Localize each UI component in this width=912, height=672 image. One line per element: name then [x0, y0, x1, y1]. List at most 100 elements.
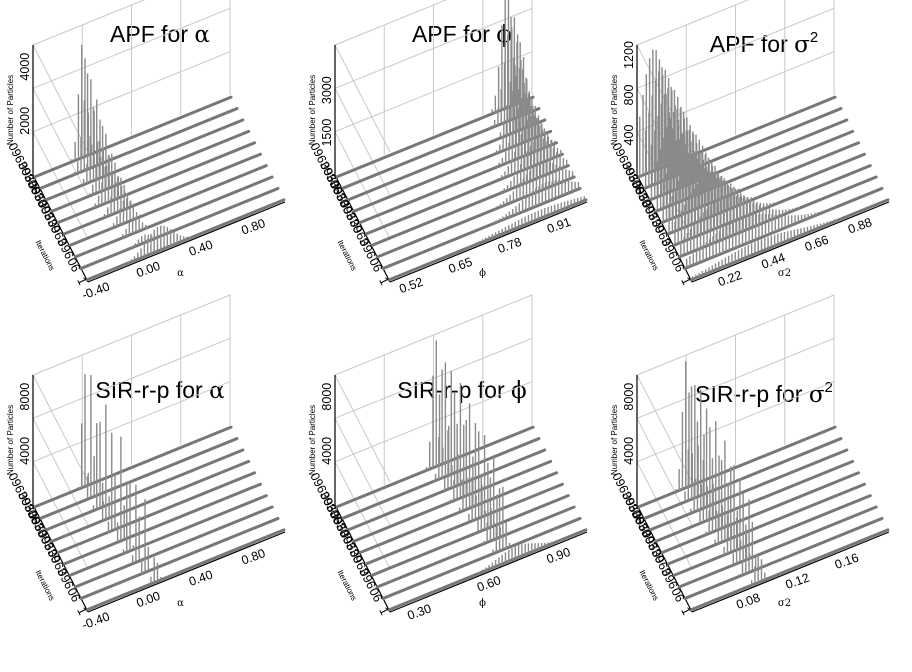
value-axis [87, 201, 286, 283]
slice-baseline [340, 437, 541, 521]
slice-4 [67, 164, 268, 248]
value-axis [691, 201, 890, 283]
panel-title-prefix: SIR-r-p for [695, 381, 809, 407]
panel-title: APF for α [110, 21, 210, 48]
slice-baseline [85, 528, 286, 612]
slice-9 [38, 375, 239, 521]
slice-3 [73, 175, 274, 259]
side-wall-gridline [32, 374, 89, 483]
iterations-axis [334, 504, 391, 613]
z-tick-label: 3000 [320, 76, 334, 104]
slice-baseline [73, 505, 274, 589]
slice-baseline [44, 448, 245, 532]
panel-title: APF for σ2 [710, 29, 818, 58]
slice-baseline [671, 164, 872, 248]
slice-baseline [334, 425, 535, 509]
slice-3 [677, 479, 878, 589]
value-axis [389, 531, 588, 613]
x-axis-label: α [177, 598, 184, 609]
y-tick-label: 06 [366, 586, 385, 605]
slice-baseline [358, 141, 559, 225]
side-wall-gridline [32, 88, 89, 196]
iterations-axis [636, 504, 693, 613]
slice-1 [689, 198, 890, 282]
back-wall-gridline [334, 51, 533, 133]
chart-panel: SIR-r-p for ϕ0.300.600.90ϕ10609609630963… [307, 294, 588, 623]
panel-title-prefix: APF for [110, 21, 194, 47]
iterations-axis [334, 174, 391, 283]
slice-baseline [665, 482, 866, 566]
y-tick-label: 09630306 [5, 470, 43, 526]
value-axis [389, 201, 588, 283]
iterations-axis [32, 504, 89, 613]
y-tick-label: 09630306 [5, 140, 43, 196]
chart-panel: SIR-r-p for σ20.080.120.16σ2106096096309… [609, 294, 890, 617]
slice-baseline [32, 95, 233, 179]
slice-baseline [61, 152, 262, 236]
slice-9 [38, 73, 239, 191]
y-tick-label: 09630306 [609, 470, 647, 526]
z-tick-label: 8000 [622, 383, 636, 411]
z-tick-label: 4000 [18, 437, 32, 465]
side-wall-gridline [32, 44, 89, 153]
slice-baseline [671, 494, 872, 578]
y-tick-label: 1 [376, 275, 392, 288]
slice-baseline [636, 425, 837, 509]
panel-title-superscript: 2 [825, 379, 833, 396]
z-tick-label: 4000 [320, 437, 334, 465]
slice-baseline [44, 118, 245, 202]
x-axis-label: σ2 [778, 598, 791, 609]
side-wall-gridline [334, 88, 391, 196]
slice-baseline [346, 448, 547, 532]
slice-baseline [642, 437, 843, 521]
slice-baseline [654, 459, 855, 543]
z-axis-label: Number of Particles [6, 75, 15, 145]
slice-baseline [79, 186, 280, 270]
back-wall-gridline [636, 7, 835, 89]
slice-3 [375, 161, 576, 259]
z-tick-label: 2000 [18, 107, 32, 135]
slice-9 [642, 385, 843, 521]
slice-6 [56, 432, 257, 555]
slice-baseline [381, 186, 582, 270]
slice-3 [73, 484, 274, 589]
slice-baseline [381, 516, 582, 600]
slice-baseline [387, 528, 588, 612]
z-tick-label: 1200 [622, 41, 636, 69]
side-wall-gridline [636, 461, 693, 569]
z-tick-label: 8000 [320, 383, 334, 411]
back-wall-gridline [32, 7, 231, 89]
y-tick-label: 06 [668, 586, 687, 605]
side-wall-gridline [334, 461, 391, 569]
panel-title-symbol: α [209, 378, 225, 404]
chart-panel: APF for α-0.400.000.400.80α1060960963096… [5, 0, 286, 302]
slice-baseline [73, 175, 274, 259]
slice-2 [79, 498, 280, 600]
slice-10 [636, 361, 837, 509]
x-axis-label: ϕ [479, 268, 486, 279]
slice-baseline [369, 164, 570, 248]
y-axis-label: Iterations [637, 239, 660, 272]
side-wall-gridline [636, 374, 693, 483]
slice-baseline [38, 107, 239, 191]
slice-10 [334, 340, 535, 509]
x-axis-label: ϕ [479, 598, 486, 609]
slice-baseline [67, 494, 268, 578]
slice-baseline [50, 459, 251, 543]
slice-baseline [369, 494, 570, 578]
y-axis-label: Iterations [335, 569, 358, 602]
value-axis [691, 531, 890, 613]
slice-1 [85, 198, 286, 282]
slice-baseline [363, 152, 564, 236]
slice-baseline [683, 186, 884, 270]
back-wall-gridline [636, 337, 835, 419]
y-tick-label: 09630306 [609, 140, 647, 196]
slice-2 [381, 180, 582, 270]
slice-baseline [387, 198, 588, 282]
slice-baseline [79, 516, 280, 600]
side-wall-gridline [334, 374, 391, 483]
panel-title-symbol: σ [809, 382, 825, 408]
y-tick-label: 06 [366, 256, 385, 275]
y-tick-label: 06 [668, 256, 687, 275]
